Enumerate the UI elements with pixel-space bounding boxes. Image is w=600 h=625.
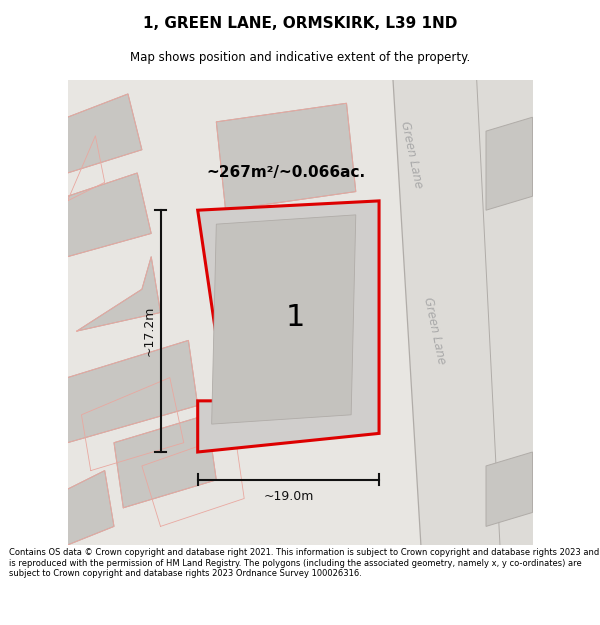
Polygon shape	[198, 201, 379, 452]
Polygon shape	[67, 173, 151, 257]
Polygon shape	[67, 94, 142, 173]
Text: 1: 1	[286, 302, 305, 332]
Polygon shape	[212, 215, 356, 424]
Text: ~19.0m: ~19.0m	[263, 489, 314, 502]
Polygon shape	[486, 118, 533, 210]
Polygon shape	[486, 452, 533, 526]
Polygon shape	[77, 257, 161, 331]
Polygon shape	[67, 341, 198, 442]
Text: 1, GREEN LANE, ORMSKIRK, L39 1ND: 1, GREEN LANE, ORMSKIRK, L39 1ND	[143, 16, 457, 31]
Text: Green Lane: Green Lane	[398, 119, 425, 189]
Polygon shape	[114, 415, 217, 508]
Text: ~17.2m: ~17.2m	[142, 306, 155, 356]
Polygon shape	[67, 471, 114, 545]
Text: ~267m²/~0.066ac.: ~267m²/~0.066ac.	[206, 166, 365, 181]
Text: Green Lane: Green Lane	[421, 296, 448, 366]
Text: Contains OS data © Crown copyright and database right 2021. This information is : Contains OS data © Crown copyright and d…	[9, 548, 599, 578]
Text: Map shows position and indicative extent of the property.: Map shows position and indicative extent…	[130, 51, 470, 64]
Polygon shape	[393, 80, 533, 545]
Polygon shape	[217, 103, 356, 210]
